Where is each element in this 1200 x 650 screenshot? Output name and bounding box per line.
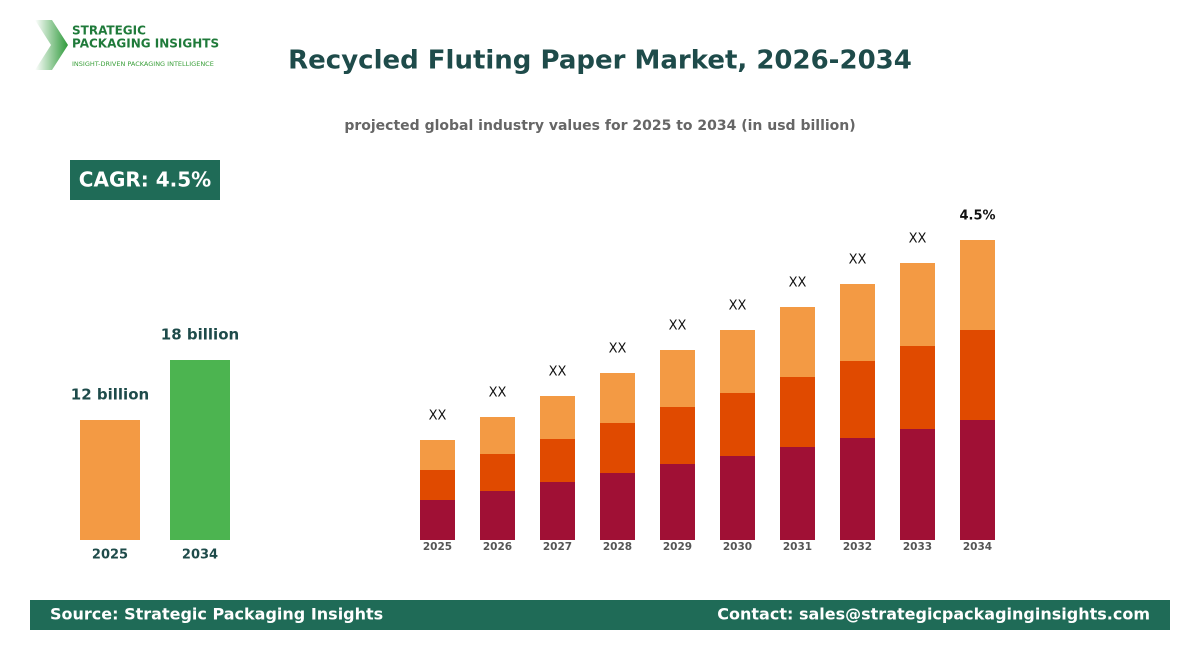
bar (80, 420, 140, 540)
bar-top-label: XX (669, 319, 687, 334)
bar-segment (420, 440, 455, 470)
bar (170, 360, 230, 540)
x-tick-label: 2032 (843, 541, 872, 553)
footer-bar (30, 600, 1170, 630)
bar-top-label: XX (489, 386, 507, 401)
bar-top-label: XX (729, 299, 747, 314)
value-label: 12 billion (71, 386, 149, 404)
bar-segment (540, 439, 575, 482)
bar-segment (900, 263, 935, 346)
x-tick-label: 2033 (903, 541, 932, 553)
x-tick-label: 2034 (182, 548, 218, 563)
bar-segment (600, 473, 635, 540)
x-tick-label: 2026 (483, 541, 512, 553)
bar-segment (600, 373, 635, 423)
x-tick-label: 2029 (663, 541, 692, 553)
bar-segment (660, 464, 695, 540)
bar-segment (900, 429, 935, 540)
bar-segment (660, 350, 695, 407)
title: Recycled Fluting Paper Market, 2026-2034 (288, 46, 912, 76)
x-tick-label: 2027 (543, 541, 572, 553)
x-tick-label: 2034 (963, 541, 992, 553)
value-label: 18 billion (161, 326, 239, 344)
logo-tagline: INSIGHT-DRIVEN PACKAGING INTELLIGENCE (72, 60, 214, 68)
bar-top-label: XX (789, 276, 807, 291)
bar-top-label: XX (609, 342, 627, 357)
bar-segment (540, 396, 575, 439)
footer-source: Source: Strategic Packaging Insights (50, 605, 383, 624)
bar-segment (840, 361, 875, 438)
x-tick-label: 2025 (92, 548, 128, 563)
bar-segment (720, 456, 755, 540)
x-tick-label: 2031 (783, 541, 812, 553)
logo-text: STRATEGIC (72, 24, 146, 38)
bar-segment (420, 470, 455, 500)
cagr-text: CAGR: 4.5% (79, 168, 211, 192)
bar-segment (900, 346, 935, 429)
bar-top-label: XX (429, 409, 447, 424)
bar-segment (480, 417, 515, 454)
bar-segment (960, 420, 995, 540)
bar-segment (720, 393, 755, 456)
x-tick-label: 2028 (603, 541, 632, 553)
bar-segment (480, 454, 515, 491)
bar-segment (600, 423, 635, 473)
bar-segment (780, 447, 815, 540)
subtitle: projected global industry values for 202… (344, 118, 855, 134)
bar-segment (960, 240, 995, 330)
bar-top-label: XX (909, 232, 927, 247)
bar-top-label: XX (849, 253, 867, 268)
x-tick-label: 2025 (423, 541, 452, 553)
logo-icon (35, 20, 68, 70)
cagr-box (70, 160, 220, 200)
bar-top-label: 4.5% (959, 209, 995, 224)
bar-segment (780, 377, 815, 447)
bar-segment (420, 500, 455, 540)
bar-segment (660, 407, 695, 464)
bar-segment (840, 438, 875, 540)
bar-segment (780, 307, 815, 377)
x-tick-label: 2030 (723, 541, 752, 553)
bar-segment (480, 491, 515, 540)
bar-segment (840, 284, 875, 361)
bar-segment (720, 330, 755, 393)
logo-text: PACKAGING INSIGHTS (72, 37, 219, 51)
bar-segment (960, 330, 995, 420)
bar-top-label: XX (549, 365, 567, 380)
footer-contact: Contact: sales@strategicpackaginginsight… (717, 605, 1150, 624)
bar-segment (540, 482, 575, 540)
